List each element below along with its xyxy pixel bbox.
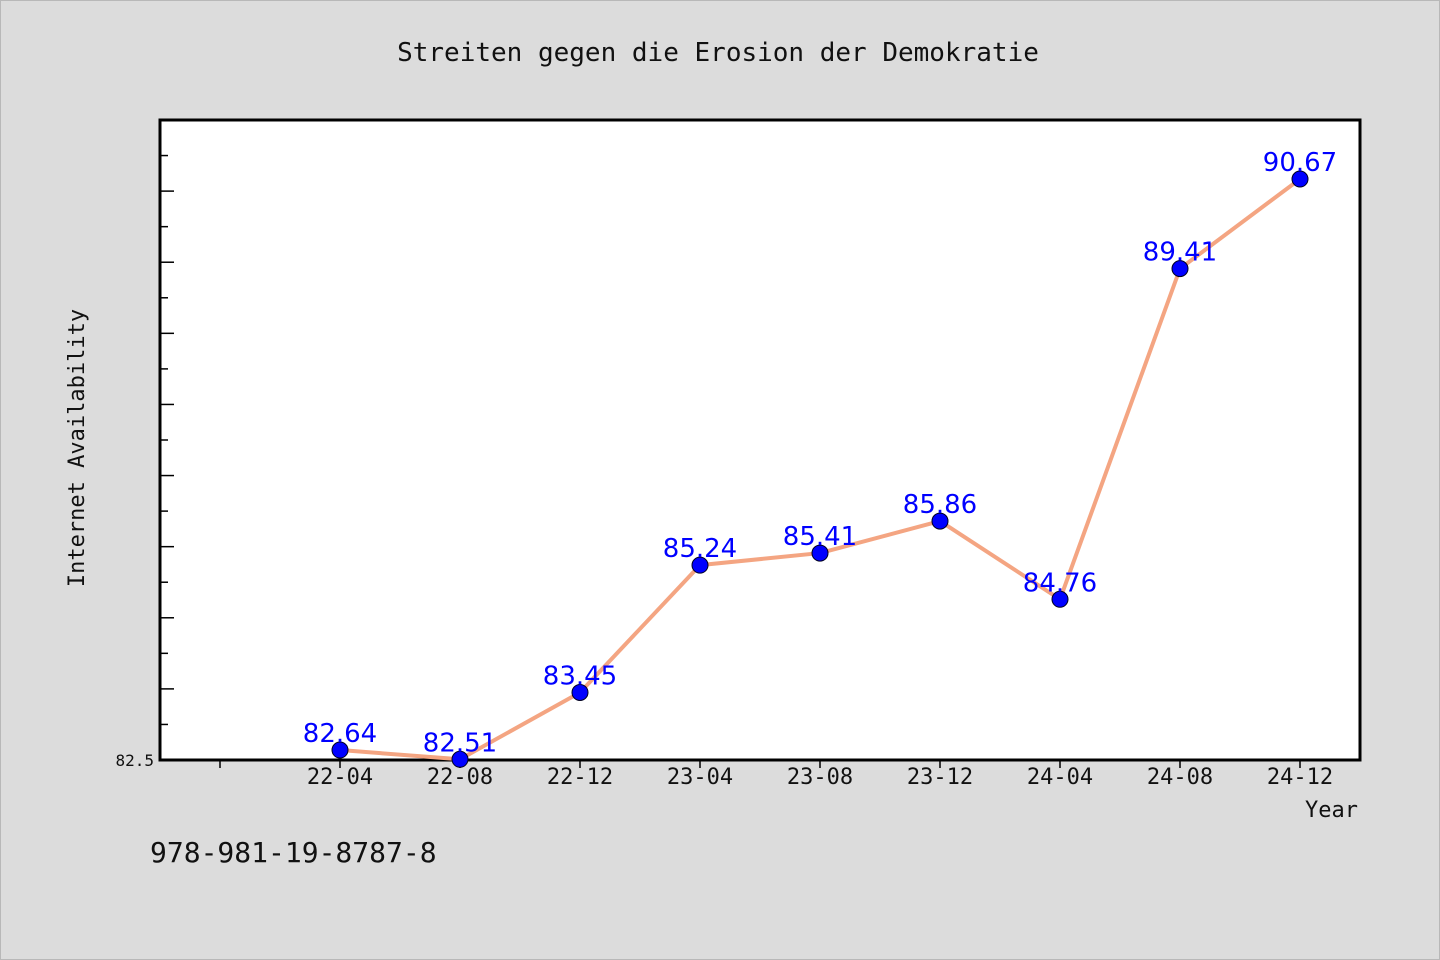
data-point xyxy=(811,544,829,562)
x-tick-label: 22-12 xyxy=(547,765,613,790)
isbn-label: 978-981-19-8787-8 xyxy=(150,836,437,869)
data-label: 89.41 xyxy=(1143,238,1217,268)
y-tick-label: 82.5 xyxy=(115,751,154,770)
data-label: 85.41 xyxy=(783,522,857,552)
series-markers xyxy=(331,170,1309,768)
x-tick-label: 22-04 xyxy=(307,765,373,790)
x-tick-label: 24-08 xyxy=(1147,765,1213,790)
x-axis-tick-labels: 22-04 22-08 22-12 23-04 23-08 23-12 24-04 24-08… xyxy=(307,765,1333,790)
x-tick-label: 23-08 xyxy=(787,765,853,790)
data-point xyxy=(931,512,949,530)
data-label: 84.76 xyxy=(1023,568,1097,598)
x-tick-label: 24-04 xyxy=(1027,765,1093,790)
data-point xyxy=(331,741,349,759)
data-label: 82.51 xyxy=(423,728,497,758)
x-axis-label: Year xyxy=(1305,798,1358,823)
data-label: 85.86 xyxy=(903,490,977,520)
plot-area xyxy=(158,118,1362,762)
x-tick-label: 23-12 xyxy=(907,765,973,790)
chart-title: Streiten gegen die Erosion der Demokrati… xyxy=(397,38,1039,68)
data-label: 83.45 xyxy=(543,661,617,691)
y-axis-tick-labels: 82.5 xyxy=(115,751,154,770)
data-label: 85.24 xyxy=(663,534,737,564)
data-point xyxy=(1291,170,1309,188)
x-tick-label: 24-12 xyxy=(1267,765,1333,790)
data-label: 90.67 xyxy=(1263,148,1337,178)
data-label: 82.64 xyxy=(303,719,377,749)
x-tick-label: 23-04 xyxy=(667,765,733,790)
data-point xyxy=(691,556,709,574)
data-labels: 82.64 82.51 83.45 85.24 85.41 85.86 84.76 89.41… xyxy=(303,148,1337,758)
data-point xyxy=(1171,260,1189,278)
y-axis-label: Internet Availability xyxy=(65,309,90,587)
y-axis-ticks xyxy=(160,119,174,761)
data-point xyxy=(451,750,469,768)
data-point xyxy=(1051,590,1069,608)
x-tick-label: 22-08 xyxy=(427,765,493,790)
data-point xyxy=(571,683,589,701)
